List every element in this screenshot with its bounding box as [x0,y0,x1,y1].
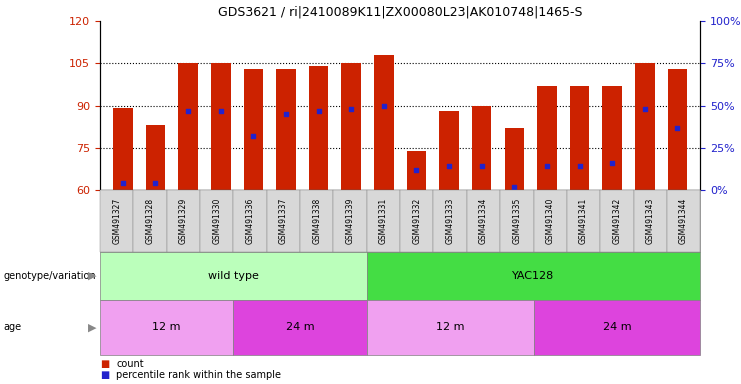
Text: GSM491327: GSM491327 [112,198,122,244]
Point [378,103,390,109]
Text: 24 m: 24 m [286,322,314,333]
Bar [505,128,524,190]
Text: wild type: wild type [208,270,259,281]
Bar [244,69,263,190]
Point [443,163,455,169]
Point [345,106,357,112]
Text: YAC128: YAC128 [512,270,555,281]
Text: GSM491335: GSM491335 [512,198,522,244]
Point [639,106,651,112]
Text: GSM491331: GSM491331 [379,198,388,244]
Text: GSM491338: GSM491338 [312,198,322,244]
Text: GSM491340: GSM491340 [545,198,555,244]
Point [574,163,585,169]
Text: 12 m: 12 m [436,322,465,333]
Bar [342,63,361,190]
Bar [407,151,426,190]
Bar [602,86,622,190]
Text: ■: ■ [100,359,109,369]
Point [280,111,292,117]
Bar [374,55,393,190]
Point [313,108,325,114]
Text: 24 m: 24 m [602,322,631,333]
Text: ■: ■ [100,370,109,380]
Point [215,108,227,114]
Point [541,163,553,169]
Text: GSM491328: GSM491328 [145,198,155,244]
Text: GSM491342: GSM491342 [612,198,622,244]
Point [508,184,520,190]
Text: ▶: ▶ [88,270,96,281]
Bar [146,125,165,190]
Bar [570,86,589,190]
Bar [276,69,296,190]
Bar [439,111,459,190]
Point [182,108,194,114]
Text: GSM491332: GSM491332 [412,198,422,244]
Point [476,163,488,169]
Bar [472,106,491,190]
Bar [179,63,198,190]
Point [606,160,618,166]
Text: age: age [4,322,21,333]
Text: genotype/variation: genotype/variation [4,270,96,281]
Text: percentile rank within the sample: percentile rank within the sample [116,370,282,380]
Bar [113,108,133,190]
Text: GSM491337: GSM491337 [279,198,288,244]
Bar [211,63,230,190]
Text: GSM491329: GSM491329 [179,198,188,244]
Text: GSM491333: GSM491333 [445,198,455,244]
Text: GSM491341: GSM491341 [579,198,588,244]
Point [117,180,129,186]
Text: GSM491336: GSM491336 [245,198,255,244]
Bar [635,63,654,190]
Text: count: count [116,359,144,369]
Text: GSM491343: GSM491343 [645,198,655,244]
Text: GSM491344: GSM491344 [679,198,688,244]
Point [411,167,422,173]
Text: GSM491339: GSM491339 [345,198,355,244]
Point [150,180,162,186]
Bar [309,66,328,190]
Text: 12 m: 12 m [153,322,181,333]
Point [247,133,259,139]
Bar [668,69,687,190]
Text: GSM491330: GSM491330 [212,198,222,244]
Point [671,124,683,131]
Title: GDS3621 / ri|2410089K11|ZX00080L23|AK010748|1465-S: GDS3621 / ri|2410089K11|ZX00080L23|AK010… [218,5,582,18]
Bar [537,86,556,190]
Text: GSM491334: GSM491334 [479,198,488,244]
Text: ▶: ▶ [88,322,96,333]
